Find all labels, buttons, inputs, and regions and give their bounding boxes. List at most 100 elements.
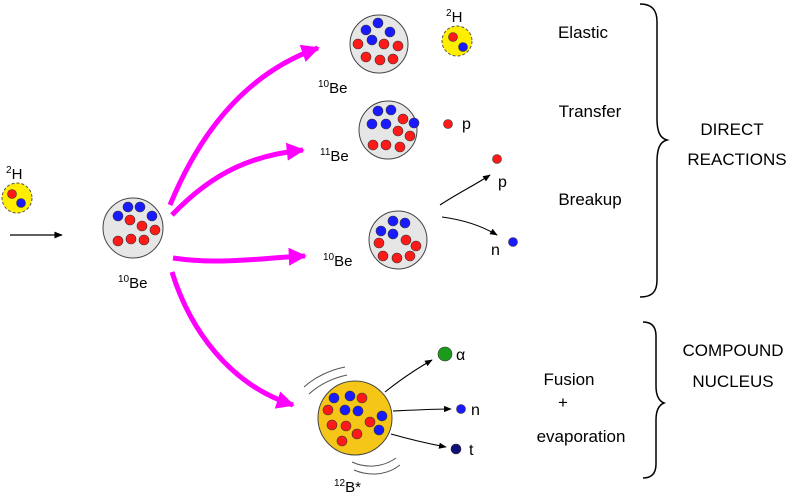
group-labels: DIRECT REACTIONS COMPOUND NUCLEUS (682, 120, 786, 391)
transfer-products: 11Be p (320, 100, 471, 165)
proton (443, 119, 453, 129)
transfer-arrow (170, 142, 305, 217)
neutron (16, 198, 26, 208)
fusion-arrow (169, 271, 295, 409)
neutron (372, 17, 384, 29)
proton (394, 141, 406, 153)
elastic-products: 10Be 2H (318, 8, 473, 97)
proton (124, 214, 136, 226)
proton (410, 240, 422, 252)
triton-arrow (390, 433, 447, 449)
proton (138, 234, 150, 246)
alpha-label: α (456, 347, 465, 364)
transfer-label: Transfer (559, 102, 622, 121)
deuteron-shell (1, 182, 33, 214)
nucleus-group-label: NUCLEUS (692, 372, 773, 391)
neutron (456, 404, 466, 414)
vibration-mark (351, 457, 397, 467)
neutron (372, 105, 384, 117)
deuteron-shell (441, 25, 473, 57)
evaporation-products: α n t (384, 346, 480, 459)
alpha-arrow (384, 359, 433, 393)
neutron (360, 24, 372, 36)
evaporation-label: evaporation (537, 427, 626, 446)
neutron (384, 26, 396, 38)
neutron (376, 410, 388, 422)
alpha-particle (437, 346, 453, 362)
elastic-label: Elastic (558, 23, 609, 42)
proton (492, 154, 502, 164)
proton (136, 220, 148, 232)
proton (404, 250, 416, 262)
target-nucleus: 10Be (102, 197, 164, 292)
breakup-arrow (172, 247, 307, 266)
compound-nucleus: 12B* (303, 366, 401, 496)
direct-label: DIRECT (700, 120, 763, 139)
compound-group-label: COMPOUND (682, 341, 783, 360)
channel-labels: Elastic Transfer Breakup Fusion + evapor… (537, 23, 626, 446)
proton (149, 224, 161, 236)
elastic-ejectile-label: 2H (446, 8, 462, 26)
plus-label: + (558, 393, 568, 412)
proton (391, 252, 403, 264)
neutron (399, 217, 411, 229)
breakup-nucleus-label: 10Be (323, 252, 352, 270)
nucleon-cluster (112, 201, 161, 247)
neutron (387, 228, 399, 240)
proton (377, 250, 389, 262)
proton (352, 38, 364, 50)
neutron (344, 390, 356, 402)
transfer-nucleus-label: 11Be (320, 147, 349, 165)
neutron (328, 392, 340, 404)
compound-brace (642, 321, 667, 479)
neutron (134, 201, 146, 213)
breakup-proton-label: p (498, 174, 507, 191)
proton (351, 428, 363, 440)
proton (392, 125, 404, 137)
neutron (408, 117, 420, 129)
neutron (373, 424, 385, 436)
proton (404, 130, 416, 142)
neutron (375, 225, 387, 237)
proton (322, 404, 334, 416)
neutron (122, 201, 134, 213)
proton (448, 32, 458, 42)
proton (356, 392, 368, 404)
proton (7, 189, 17, 199)
proton (112, 235, 124, 247)
fusion-label: Fusion (543, 370, 594, 389)
proton (364, 416, 376, 428)
breakup-label: Breakup (558, 190, 621, 209)
reaction-arrows (167, 44, 320, 409)
vibration-mark (353, 464, 401, 475)
projectile-deuteron: 2H (1, 165, 33, 214)
evap-neutron-label: n (471, 402, 480, 419)
proton (367, 139, 379, 151)
neutron (385, 104, 397, 116)
neutron (366, 34, 378, 46)
triton-label: t (469, 442, 474, 459)
proton (373, 237, 385, 249)
neutron (366, 118, 378, 130)
neutron (339, 404, 351, 416)
proton (397, 113, 409, 125)
proton (340, 420, 352, 432)
neutron (508, 237, 518, 247)
neutron (352, 405, 364, 417)
breakup-neutron-arrow (441, 216, 498, 236)
projectile-label: 2H (6, 165, 22, 183)
proton (125, 233, 137, 245)
elastic-nucleus-label: 10Be (318, 79, 347, 97)
proton (392, 40, 404, 52)
proton (326, 419, 338, 431)
neutron (380, 118, 392, 130)
breakup-neutron-label: n (491, 242, 500, 259)
proton (380, 139, 392, 151)
proton (336, 435, 348, 447)
neutron (112, 210, 124, 222)
neutron (146, 210, 158, 222)
neutron (387, 215, 399, 227)
breakup-proton-arrow (439, 174, 491, 206)
